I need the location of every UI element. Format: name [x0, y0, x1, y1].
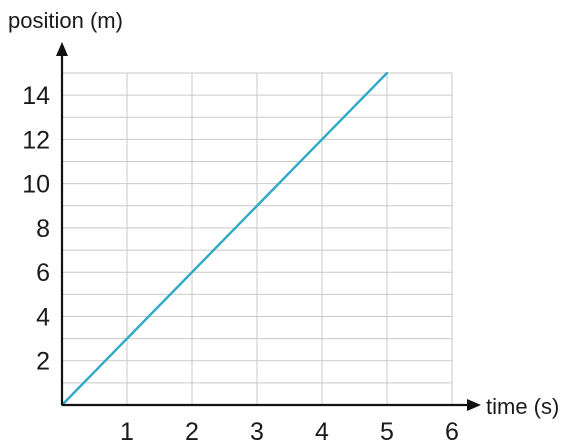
series-group — [60, 71, 389, 407]
axes — [56, 42, 481, 411]
x-tick-label: 1 — [120, 418, 134, 442]
y-tick-label: 10 — [22, 171, 50, 199]
x-tick-label: 2 — [185, 418, 199, 442]
x-tick-label: 6 — [445, 418, 459, 442]
grid — [62, 72, 453, 405]
series-line-0 — [60, 71, 389, 407]
y-tick-label: 4 — [36, 303, 50, 331]
y-axis-arrow-icon — [56, 42, 68, 56]
x-axis-label: time (s) — [486, 394, 559, 419]
x-tick-label: 5 — [380, 418, 394, 442]
y-tick-label: 12 — [22, 126, 50, 154]
y-tick-label: 6 — [36, 259, 50, 287]
y-tick-label: 8 — [36, 215, 50, 243]
x-tick-label: 4 — [315, 418, 329, 442]
y-tick-label: 2 — [36, 348, 50, 376]
x-axis-arrow-icon — [467, 399, 481, 411]
y-axis-label: position (m) — [8, 8, 123, 33]
x-tick-label: 3 — [250, 418, 264, 442]
y-tick-label: 14 — [22, 82, 50, 110]
